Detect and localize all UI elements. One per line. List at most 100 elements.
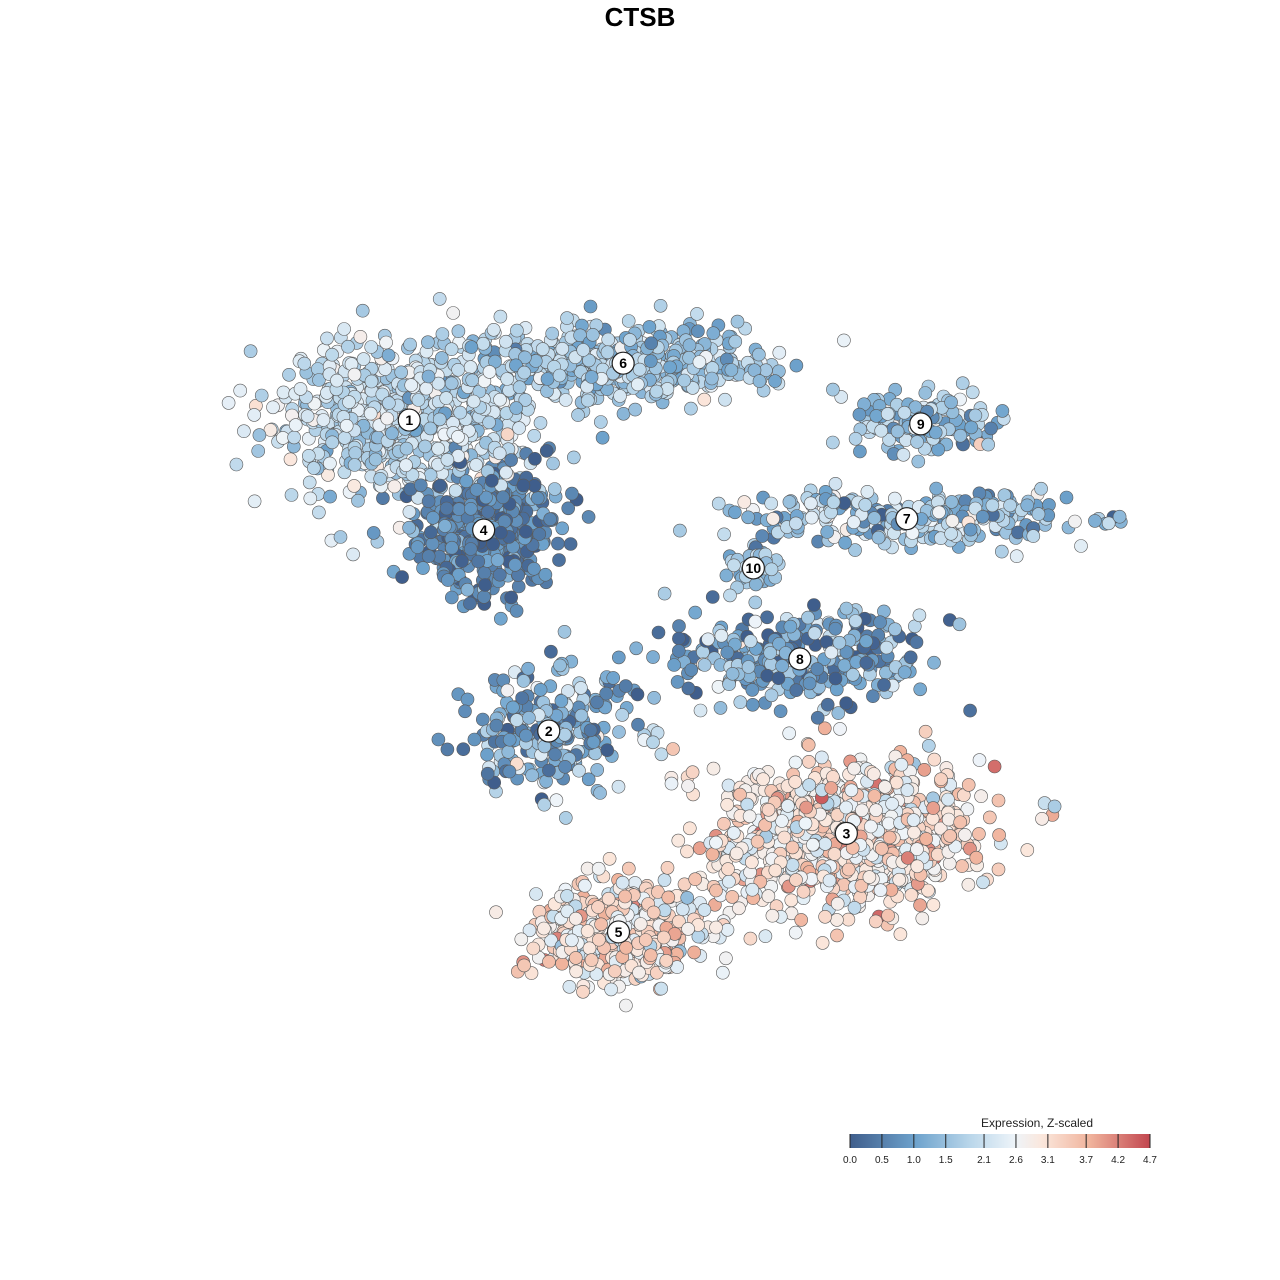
cell-point [968,408,983,423]
cell-point [533,416,548,430]
cell-point [342,395,356,409]
cell-point [765,908,780,923]
cell-point [955,859,969,873]
cell-point [300,409,315,424]
cell-point [709,835,723,850]
cell-point [756,772,770,787]
cell-point [283,452,298,467]
cell-point [705,590,720,604]
cell-point [373,471,388,486]
cell-point [526,941,541,956]
cell-point [571,408,585,422]
cell-point [1026,529,1041,543]
cell-point [726,826,741,840]
cell-point [316,413,331,427]
cell-point [818,837,833,851]
cell-point [320,331,334,346]
cell-point [516,674,531,688]
cell-point [544,644,558,659]
cell-point [841,862,856,877]
cell-point [871,530,886,545]
cell-point [580,393,595,408]
cell-point [803,496,818,511]
cell-point [723,588,737,603]
cell-point [927,752,942,767]
cell-point [644,336,659,351]
cell-point [912,608,927,623]
cluster-label-text: 5 [615,924,623,940]
cell-point [919,832,934,846]
cell-point [974,789,988,804]
cell-point [729,846,744,861]
cell-point [654,747,669,762]
cell-point [777,830,792,845]
cell-point [852,407,867,422]
legend-tick-label: 4.2 [1111,1155,1125,1166]
cell-point [346,547,360,562]
cell-point [621,861,636,876]
cell-point [646,905,661,920]
cell-point [910,859,925,874]
cell-point [715,965,730,980]
cell-point [719,951,733,966]
cell-point [943,829,957,843]
cell-point [664,776,679,791]
cell-point [561,501,576,516]
cell-point [830,928,844,943]
cell-point [1068,514,1082,529]
cell-point [963,522,978,537]
cell-point [484,473,499,488]
cell-point [433,478,448,493]
cell-point [873,615,887,630]
cell-point [663,360,677,375]
cell-point [590,763,605,777]
cell-point [580,924,595,938]
cell-point [839,601,854,616]
cell-point [926,801,941,815]
cluster-label-text: 10 [746,560,762,576]
cluster-label-text: 7 [903,511,911,527]
cell-point [667,658,681,672]
cell-point [504,453,518,467]
cell-point [1047,799,1062,814]
cell-point [630,377,645,392]
cell-point [413,478,428,493]
cell-point [460,692,475,707]
cell-point [848,431,863,446]
cell-point [560,311,574,325]
cell-point [741,660,756,674]
cell-point [745,882,760,897]
cell-point [814,750,829,765]
cluster-label-2: 2 [537,719,561,743]
cell-point [888,622,902,637]
cell-point [730,314,745,329]
cell-point [438,519,452,533]
cluster-label-4: 4 [472,518,496,542]
cell-point [890,424,905,439]
cell-point [611,650,626,665]
cell-point [709,883,723,898]
cell-point [480,747,494,762]
cell-point [766,511,780,526]
cell-point [552,553,566,567]
cell-point [646,735,660,750]
cell-point [659,953,674,968]
cell-point [725,890,740,904]
cell-point [574,708,589,723]
cell-point [631,717,645,732]
cell-point [516,478,531,493]
cell-point [653,298,668,313]
cell-point [446,306,461,320]
cell-point [302,475,317,490]
cell-point [456,742,471,757]
cell-point [929,481,944,496]
cell-point [915,911,930,926]
cell-point [982,810,997,825]
cell-point [887,491,902,506]
cell-point [867,789,882,803]
cell-point [510,323,524,338]
cell-point [600,743,615,758]
cell-point [482,415,496,430]
cell-point [558,759,572,774]
cell-point [562,979,577,994]
